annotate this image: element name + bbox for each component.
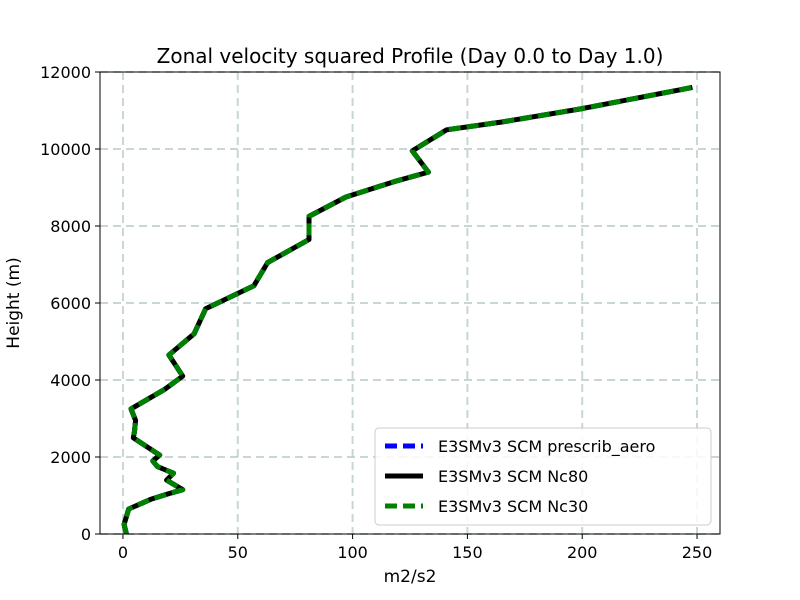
x-axis-ticks: 0 50 100 150 200 250 (118, 534, 712, 562)
y-tick-label: 8000 (50, 217, 91, 236)
x-tick-label: 250 (682, 543, 713, 562)
legend: E3SMv3 SCM prescrib_aero E3SMv3 SCM Nc80… (374, 427, 712, 526)
x-tick-label: 50 (228, 543, 248, 562)
legend-label-nc80: E3SMv3 SCM Nc80 (438, 467, 588, 486)
y-tick-label: 0 (81, 525, 91, 544)
series-group (121, 84, 693, 535)
y-tick-label: 10000 (40, 140, 91, 159)
y-axis-ticks: 0 2000 4000 6000 8000 10000 12000 (40, 63, 100, 544)
chart-title: Zonal velocity squared Profile (Day 0.0 … (157, 44, 664, 68)
x-tick-label: 0 (118, 543, 128, 562)
y-tick-label: 6000 (50, 294, 91, 313)
x-tick-label: 200 (567, 543, 598, 562)
legend-label-prescrib-aero: E3SMv3 SCM prescrib_aero (438, 437, 655, 457)
x-tick-label: 100 (337, 543, 368, 562)
series-line-3 (121, 84, 693, 535)
y-tick-label: 4000 (50, 371, 91, 390)
y-tick-label: 2000 (50, 448, 91, 467)
x-axis-label: m2/s2 (384, 567, 437, 587)
legend-box (374, 427, 712, 526)
x-tick-label: 150 (452, 543, 483, 562)
y-axis-label: Height (m) (4, 257, 24, 348)
y-tick-label: 12000 (40, 63, 91, 82)
legend-label-nc30: E3SMv3 SCM Nc30 (438, 497, 588, 516)
